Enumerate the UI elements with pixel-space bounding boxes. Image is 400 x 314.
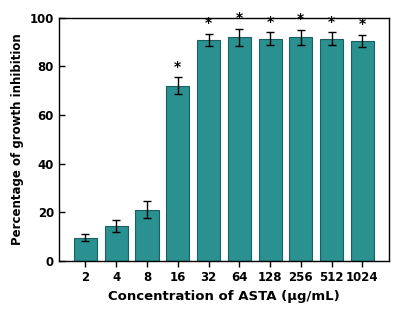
Bar — [197, 40, 220, 261]
Bar — [105, 226, 128, 261]
Text: *: * — [236, 11, 243, 25]
Bar — [136, 210, 158, 261]
Bar — [258, 39, 282, 261]
Bar — [166, 86, 189, 261]
Bar — [351, 41, 374, 261]
Bar — [289, 37, 312, 261]
Bar — [228, 37, 251, 261]
Text: *: * — [328, 15, 335, 29]
Text: *: * — [266, 15, 274, 29]
Text: *: * — [174, 60, 181, 74]
Bar — [320, 39, 343, 261]
Bar — [74, 238, 97, 261]
Text: *: * — [297, 12, 304, 26]
Text: *: * — [205, 16, 212, 30]
Y-axis label: Percentage of growth inhibition: Percentage of growth inhibition — [11, 34, 24, 245]
X-axis label: Concentration of ASTA (μg/mL): Concentration of ASTA (μg/mL) — [108, 290, 340, 303]
Text: *: * — [359, 17, 366, 31]
